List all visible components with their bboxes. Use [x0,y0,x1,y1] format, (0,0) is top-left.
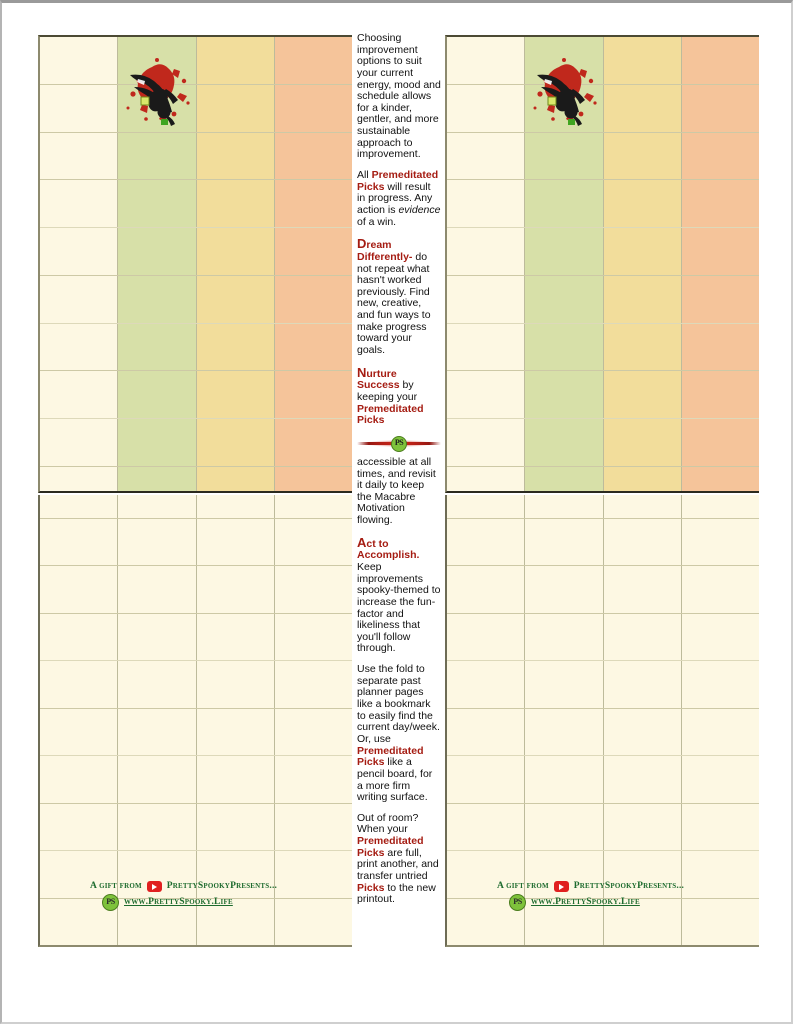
planner-column-2[interactable] [525,495,604,945]
body-text: are full, print another, and transfer un… [357,846,439,882]
youtube-icon[interactable] [146,881,162,893]
planner-panel-right-top[interactable] [445,35,759,493]
ps-badge-icon: PS [102,894,119,911]
planner-column-1[interactable] [447,495,526,945]
credit-website-link[interactable]: www.PrettySpooky.Life [124,897,233,908]
credit-row-channel: A gift from PrettySpookyPresents... [497,879,757,894]
planner-column-4[interactable] [681,495,759,945]
drop-cap: N [357,364,367,380]
column-group [40,37,352,491]
planner-column-2[interactable] [118,37,197,491]
credit-row-website: PS www.PrettySpooky.Life [90,894,350,911]
highlight-text: Premeditated Picks [357,169,439,193]
body-text: Out of room? When your [357,811,419,836]
instruction-paragraph-p1: Choosing improvement options to suit you… [357,33,441,161]
instruction-paragraph-p2: All Premeditated Picks will result in pr… [357,169,441,228]
body-text: Use the fold to separate past planner pa… [357,663,440,745]
instruction-paragraph-p8: Out of room? When your Premeditated Pick… [357,811,441,906]
planner-column-4[interactable] [274,37,352,491]
body-text: to the new printout. [357,881,436,906]
ps-badge-icon: PS [391,435,407,452]
emphasis-text: evidence [398,203,441,216]
credit-block-right: A gift from PrettySpookyPresents... PS w… [497,879,757,911]
instruction-paragraph-p3: Dream Differently- do not repeat what ha… [357,237,441,356]
planner-column-4[interactable] [274,495,352,945]
instruction-paragraph-p6: Act to Accomplish. Keep improvements spo… [357,534,441,655]
body-text: like a pencil board, for a more firm wri… [357,756,433,804]
credit-gift-text: A gift from [90,881,142,892]
planner-column-2[interactable] [118,495,197,945]
planner-panel-right-bottom[interactable]: A gift from PrettySpookyPresents... PS w… [445,495,759,947]
body-text: do not repeat what hasn't worked previou… [357,250,431,357]
highlight-text: ct to Accomplish. [357,537,420,562]
body-text: All [357,169,372,182]
highlight-text: Picks [357,881,385,894]
planner-column-2[interactable] [525,37,604,491]
body-text: Choosing improvement options to suit you… [357,33,441,161]
body-text: by keeping your [357,379,418,403]
highlight-text: ream Differently- [357,239,413,263]
credit-gift-text: A gift from [497,881,549,892]
planner-panel-left-top[interactable] [38,35,352,493]
ornamental-divider: PS [357,435,441,452]
instruction-paragraph-p4: Nurture Success by keeping your Premedit… [357,364,441,427]
credit-block-left: A gift from PrettySpookyPresents... PS w… [90,879,350,911]
ps-badge-icon: PS [509,894,526,911]
planner-column-1[interactable] [40,495,119,945]
drop-cap: A [357,534,367,550]
column-group [447,37,759,491]
credit-row-website: PS www.PrettySpooky.Life [497,894,757,911]
credit-website-link[interactable]: www.PrettySpooky.Life [531,897,640,908]
credit-row-channel: A gift from PrettySpookyPresents... [90,879,350,894]
column-group [40,495,352,945]
youtube-icon[interactable] [553,881,569,893]
credit-channel-name[interactable]: PrettySpookyPresents... [166,881,278,892]
body-text: of a win. [357,215,397,228]
planner-column-4[interactable] [681,37,759,491]
drop-cap: D [357,236,367,252]
planner-column-3[interactable] [603,495,682,945]
instructions-column: Choosing improvement options to suit you… [357,33,441,973]
planner-column-1[interactable] [40,37,119,491]
planner-column-1[interactable] [447,37,526,491]
highlight-text: Premeditated Picks [357,835,424,859]
instruction-paragraph-p5: accessible at all times, and revisit it … [357,455,441,527]
body-text: will result in progress. Any action is [357,180,433,216]
planner-column-3[interactable] [196,495,275,945]
planner-column-3[interactable] [603,37,682,491]
planner-panel-left-bottom[interactable]: A gift from PrettySpookyPresents... PS w… [38,495,352,947]
highlight-text: Premeditated Picks [357,402,424,427]
credit-channel-name[interactable]: PrettySpookyPresents... [573,881,685,892]
column-group [447,495,759,945]
highlight-text: urture Success [357,367,400,392]
body-text: accessible at all times, and revisit it … [357,455,436,527]
body-text: Keep improvements spooky-themed to incre… [357,560,441,655]
planner-column-3[interactable] [196,37,275,491]
highlight-text: Premeditated Picks [357,744,424,769]
instruction-paragraph-p7: Use the fold to separate past planner pa… [357,663,441,804]
